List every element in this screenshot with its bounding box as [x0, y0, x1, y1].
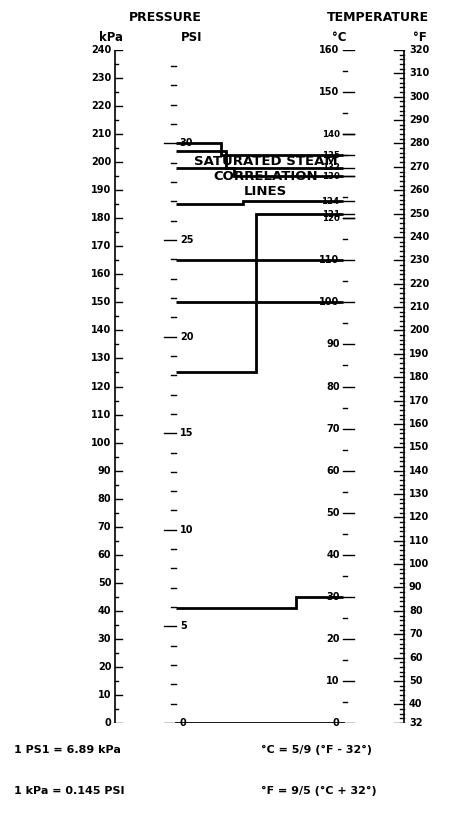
Text: °C = 5/9 (°F - 32°): °C = 5/9 (°F - 32°) [261, 744, 372, 755]
Text: 70: 70 [98, 522, 111, 532]
Text: 280: 280 [409, 138, 429, 149]
Text: 5: 5 [180, 622, 187, 631]
Text: 0: 0 [180, 718, 187, 728]
Text: 60: 60 [326, 465, 340, 475]
Text: 120: 120 [322, 213, 340, 222]
Text: 1 PS1 = 6.89 kPa: 1 PS1 = 6.89 kPa [14, 744, 121, 754]
Text: 230: 230 [91, 73, 111, 83]
Text: 50: 50 [98, 578, 111, 588]
Text: 70: 70 [409, 629, 422, 639]
Text: 170: 170 [409, 396, 429, 406]
Text: 110: 110 [319, 255, 340, 265]
Text: 290: 290 [409, 115, 429, 125]
Text: 180: 180 [409, 372, 429, 382]
Text: 40: 40 [98, 606, 111, 616]
Text: 60: 60 [409, 653, 422, 663]
Text: 80: 80 [326, 381, 340, 392]
Text: 15: 15 [180, 428, 193, 438]
Text: 310: 310 [409, 69, 429, 79]
Text: 30: 30 [326, 591, 340, 602]
Text: 40: 40 [409, 699, 422, 709]
Text: 10: 10 [98, 690, 111, 700]
Text: 190: 190 [91, 185, 111, 196]
Text: 190: 190 [409, 348, 429, 359]
Text: 110: 110 [91, 410, 111, 420]
Text: 0: 0 [105, 718, 111, 728]
Text: 200: 200 [409, 326, 429, 335]
Text: 240: 240 [409, 232, 429, 242]
Text: 170: 170 [91, 241, 111, 251]
Text: 32: 32 [409, 718, 422, 728]
Text: 160: 160 [409, 419, 429, 429]
Text: 160: 160 [319, 45, 340, 55]
Text: °F = 9/5 (°C + 32°): °F = 9/5 (°C + 32°) [261, 786, 376, 797]
Text: 20: 20 [98, 662, 111, 672]
Text: 250: 250 [409, 209, 429, 218]
Text: °C: °C [332, 31, 346, 44]
Text: °F: °F [413, 31, 427, 44]
Text: 124: 124 [321, 197, 340, 206]
Text: 90: 90 [409, 582, 422, 592]
Text: 200: 200 [91, 157, 111, 167]
Text: 230: 230 [409, 255, 429, 265]
Text: 180: 180 [91, 213, 111, 223]
Text: 30: 30 [180, 138, 193, 148]
Text: 140: 140 [91, 326, 111, 335]
Text: PRESSURE: PRESSURE [129, 11, 202, 24]
Text: 1 kPa = 0.145 PSI: 1 kPa = 0.145 PSI [14, 786, 125, 797]
Text: SATURATED STEAM
CORRELATION
LINES: SATURATED STEAM CORRELATION LINES [193, 155, 337, 198]
Text: 30: 30 [98, 634, 111, 644]
Text: 135: 135 [322, 151, 340, 160]
Text: 220: 220 [91, 101, 111, 111]
Text: PSI: PSI [182, 31, 203, 44]
Text: 210: 210 [409, 302, 429, 312]
Text: 20: 20 [180, 331, 193, 342]
Text: 25: 25 [180, 235, 193, 245]
Text: 10: 10 [180, 525, 193, 535]
Text: 130: 130 [322, 172, 340, 181]
Text: 121: 121 [322, 209, 340, 218]
Text: kPa: kPa [99, 31, 123, 44]
Text: 130: 130 [409, 489, 429, 499]
Text: 210: 210 [91, 129, 111, 139]
Text: 240: 240 [91, 45, 111, 55]
Text: 320: 320 [409, 45, 429, 55]
Text: 300: 300 [409, 92, 429, 101]
Text: 0: 0 [333, 718, 340, 728]
Text: 150: 150 [91, 298, 111, 308]
Text: 80: 80 [409, 606, 422, 616]
Text: 260: 260 [409, 185, 429, 196]
Text: 270: 270 [409, 162, 429, 172]
Text: 50: 50 [326, 508, 340, 518]
Text: 40: 40 [326, 550, 340, 560]
Text: 160: 160 [91, 269, 111, 279]
Text: 140: 140 [322, 129, 340, 138]
Text: 220: 220 [409, 279, 429, 289]
Text: 90: 90 [98, 465, 111, 475]
Text: 100: 100 [91, 438, 111, 447]
Text: 150: 150 [319, 87, 340, 97]
Text: 100: 100 [409, 559, 429, 569]
Text: 110: 110 [409, 536, 429, 546]
Text: 70: 70 [326, 424, 340, 434]
Text: 90: 90 [326, 339, 340, 349]
Text: 50: 50 [409, 676, 422, 686]
Text: 100: 100 [319, 298, 340, 308]
Text: 120: 120 [91, 381, 111, 392]
Text: TEMPERATURE: TEMPERATURE [327, 11, 428, 24]
Text: 150: 150 [409, 443, 429, 452]
Text: 10: 10 [326, 676, 340, 686]
Text: 20: 20 [326, 634, 340, 644]
Text: 130: 130 [91, 353, 111, 363]
Text: 132: 132 [322, 164, 340, 173]
Text: 60: 60 [98, 550, 111, 560]
Text: 80: 80 [98, 494, 111, 504]
Text: 140: 140 [409, 465, 429, 475]
Text: 120: 120 [409, 512, 429, 523]
